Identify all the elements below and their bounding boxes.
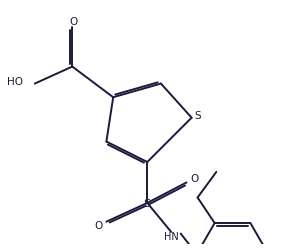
Text: S: S	[144, 199, 151, 209]
Text: O: O	[70, 17, 78, 27]
Text: O: O	[190, 174, 198, 184]
Text: O: O	[95, 221, 103, 231]
Text: HN: HN	[164, 232, 179, 242]
Text: HO: HO	[7, 77, 23, 87]
Text: S: S	[194, 111, 201, 121]
